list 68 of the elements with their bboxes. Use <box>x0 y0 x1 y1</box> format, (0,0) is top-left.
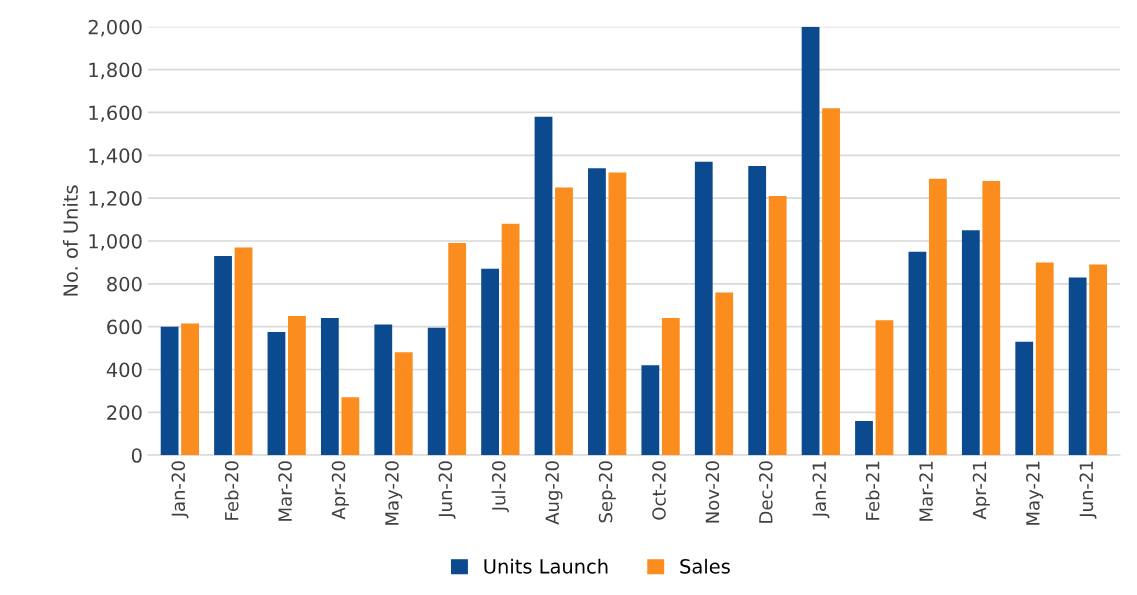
bar <box>160 326 179 456</box>
bar <box>481 268 500 456</box>
bar <box>181 323 199 456</box>
y-tick-label: 400 <box>106 362 142 378</box>
x-tick-label: Mar-20 <box>278 461 292 521</box>
x-tick-label: Nov-20 <box>705 461 720 523</box>
y-tick-label: 2,000 <box>88 19 142 37</box>
y-tick-label: 800 <box>107 276 142 292</box>
x-tick-label: Apr-21 <box>972 461 990 520</box>
bar <box>234 247 253 456</box>
bar <box>715 292 734 456</box>
y-axis-title: No. of Units <box>62 185 78 296</box>
x-tick-label: May-21 <box>1026 461 1044 525</box>
legend-label: Sales <box>680 558 730 574</box>
y-tick-label: 1,800 <box>89 62 142 80</box>
bar <box>501 223 520 456</box>
bar <box>320 318 339 456</box>
y-tick-label: 1,200 <box>89 191 142 208</box>
x-tick-label: Oct-20 <box>652 461 666 520</box>
bar <box>982 181 1001 456</box>
x-tick-label: Feb-20 <box>224 461 239 520</box>
x-tick-label: Apr-20 <box>331 461 349 520</box>
bar <box>768 195 787 456</box>
y-tick-label: 1,400 <box>89 148 142 165</box>
bar <box>555 187 573 456</box>
x-tick-label: Sep-20 <box>598 461 616 523</box>
bar <box>748 166 767 456</box>
bar <box>855 420 873 456</box>
bar <box>822 108 840 456</box>
bar <box>694 161 713 456</box>
bar <box>1035 262 1054 456</box>
bar <box>961 230 980 456</box>
x-tick-label: Feb-21 <box>865 461 880 520</box>
bar <box>608 172 627 456</box>
x-tick-label: Jul-20 <box>491 461 509 513</box>
x-tick-label: Jun-20 <box>438 461 456 519</box>
bar <box>394 352 413 456</box>
bar <box>214 255 232 456</box>
bar <box>288 315 306 456</box>
x-tick-label: Mar-21 <box>919 461 933 521</box>
x-tick-label: May-20 <box>385 461 403 525</box>
y-tick-label: 1,600 <box>89 105 142 123</box>
x-tick-label: Jan-21 <box>812 461 830 519</box>
bar <box>661 318 680 456</box>
bar <box>534 116 553 456</box>
bar <box>341 397 360 456</box>
y-tick-label: 600 <box>107 319 142 335</box>
bar <box>875 320 894 456</box>
x-tick-label: Dec-20 <box>758 461 773 523</box>
bar <box>1068 277 1087 456</box>
bar <box>641 365 660 456</box>
legend-label: Units Launch <box>484 558 608 574</box>
x-tick-label: Aug-20 <box>545 461 563 525</box>
x-tick-label: Jun-21 <box>1079 461 1097 519</box>
bar <box>374 324 393 456</box>
y-tick-label: 0 <box>131 448 142 463</box>
bar <box>427 327 446 456</box>
bar <box>801 26 820 456</box>
y-tick-label: 200 <box>107 405 142 420</box>
x-tick-label: Jan-20 <box>171 461 189 519</box>
bar <box>267 332 286 456</box>
bar <box>588 168 606 456</box>
bar <box>1089 264 1108 456</box>
y-tick-label: 1,000 <box>89 233 142 251</box>
bar <box>448 243 467 456</box>
bar <box>928 178 947 456</box>
bar <box>908 251 927 456</box>
bar <box>1015 341 1034 456</box>
